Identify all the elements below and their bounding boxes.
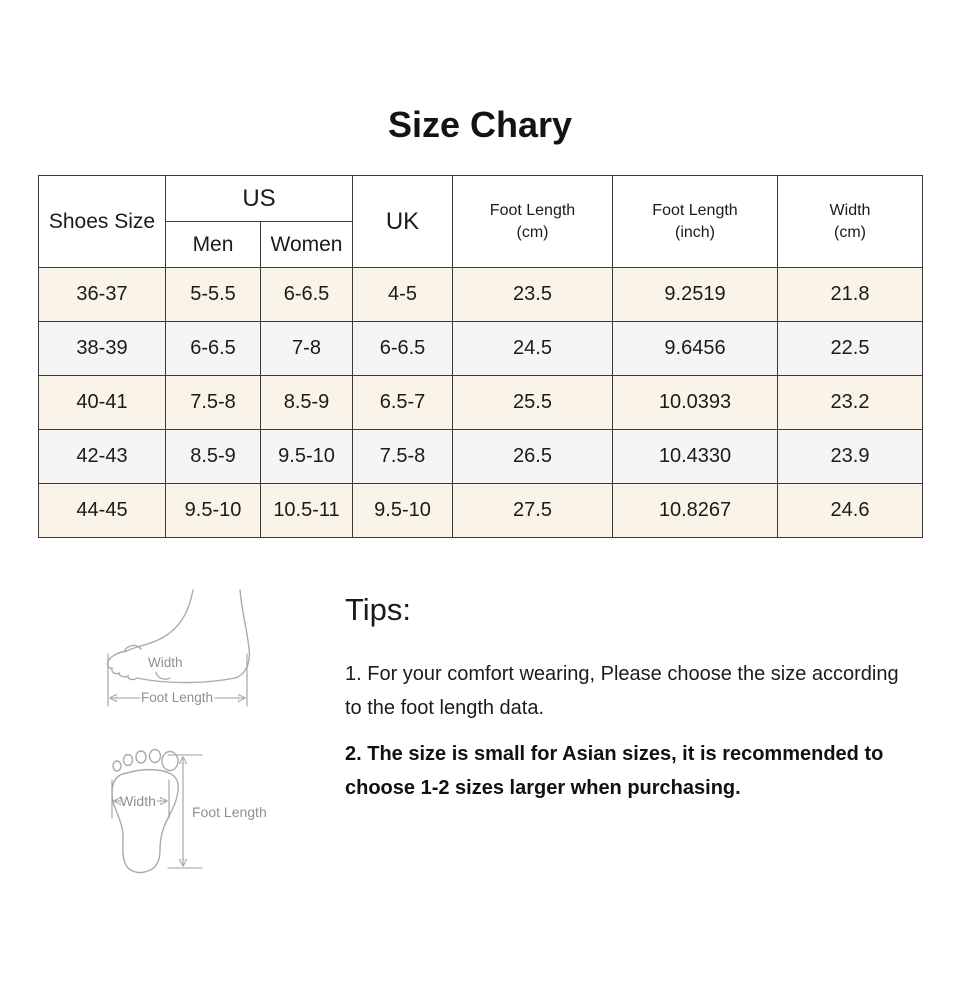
cell-shoes-size: 38-39 — [38, 321, 166, 376]
cell-uk: 7.5-8 — [352, 429, 453, 484]
table-row: 40-41 7.5-8 8.5-9 6.5-7 25.5 10.0393 23.… — [38, 375, 923, 430]
page-title: Size Chary — [387, 104, 573, 145]
cell-uk: 6-6.5 — [352, 321, 453, 376]
cell-foot-length-cm: 23.5 — [452, 267, 613, 322]
cell-width-cm: 23.2 — [777, 375, 923, 430]
cell-shoes-size: 44-45 — [38, 483, 166, 538]
sole-outline — [111, 768, 179, 874]
cell-foot-length-cm: 25.5 — [452, 375, 613, 430]
toe-second — [148, 748, 162, 764]
sole-width-label: Width — [120, 793, 156, 809]
table-row: 36-37 5-5.5 6-6.5 4-5 23.5 9.2519 21.8 — [38, 267, 923, 322]
tip-2-text: 2. The size is small for Asian sizes, it… — [345, 743, 884, 799]
cell-foot-length-inch: 9.2519 — [612, 267, 778, 322]
header-us: US — [165, 175, 353, 222]
size-chart-table: Shoes Size US UK Foot Length (cm) Foot L… — [38, 175, 923, 538]
tip-1-text: 1. For your comfort wearing, Please choo… — [345, 663, 899, 719]
width-pointer-line — [155, 671, 171, 680]
cell-width-cm: 21.8 — [777, 267, 923, 322]
cell-uk: 9.5-10 — [352, 483, 453, 538]
table-row: 44-45 9.5-10 10.5-11 9.5-10 27.5 10.8267… — [38, 483, 923, 538]
cell-us-women: 7-8 — [260, 321, 353, 376]
toe-big — [161, 750, 179, 772]
cell-foot-length-cm: 27.5 — [452, 483, 613, 538]
toe-fourth — [122, 753, 134, 767]
foot-bottom-view-diagram: Width Foot Length — [111, 748, 267, 874]
toe-small — [112, 760, 122, 772]
cell-width-cm: 23.9 — [777, 429, 923, 484]
cell-uk: 6.5-7 — [352, 375, 453, 430]
cell-us-men: 5-5.5 — [165, 267, 261, 322]
header-row-1: Shoes Size US UK Foot Length (cm) Foot L… — [38, 175, 923, 268]
table-body: 36-37 5-5.5 6-6.5 4-5 23.5 9.2519 21.8 3… — [38, 267, 923, 538]
header-us-men: Men — [165, 221, 261, 268]
cell-us-women: 9.5-10 — [260, 429, 353, 484]
cell-uk: 4-5 — [352, 267, 453, 322]
cell-foot-length-inch: 10.4330 — [612, 429, 778, 484]
cell-shoes-size: 40-41 — [38, 375, 166, 430]
header-row-2: Men Women — [39, 221, 923, 268]
cell-us-women: 8.5-9 — [260, 375, 353, 430]
side-foot-length-label: Foot Length — [141, 690, 213, 705]
header-shoes-size: Shoes Size — [38, 175, 166, 268]
cell-us-men: 7.5-8 — [165, 375, 261, 430]
cell-width-cm: 22.5 — [777, 321, 923, 376]
header-uk: UK — [352, 175, 453, 268]
cell-us-women: 10.5-11 — [260, 483, 353, 538]
cell-foot-length-cm: 24.5 — [452, 321, 613, 376]
table-row: 42-43 8.5-9 9.5-10 7.5-8 26.5 10.4330 23… — [38, 429, 923, 484]
header-width-cm: Width (cm) — [777, 175, 923, 268]
cell-us-men: 8.5-9 — [165, 429, 261, 484]
foot-knuckle-line — [123, 644, 142, 653]
header-foot-length-inch: Foot Length (inch) — [612, 175, 778, 268]
table-header: Shoes Size US UK Foot Length (cm) Foot L… — [38, 175, 923, 268]
header-us-women: Women — [260, 221, 353, 268]
sole-foot-length-label: Foot Length — [192, 804, 267, 820]
foot-side-view-diagram: Width Foot Length — [106, 589, 251, 707]
tips-section: Tips: 1. For your comfort wearing, Pleas… — [345, 592, 905, 805]
cell-us-men: 9.5-10 — [165, 483, 261, 538]
cell-foot-length-inch: 10.0393 — [612, 375, 778, 430]
side-width-label: Width — [148, 655, 183, 670]
toe-middle — [135, 750, 147, 764]
cell-shoes-size: 42-43 — [38, 429, 166, 484]
cell-foot-length-cm: 26.5 — [452, 429, 613, 484]
tips-heading: Tips: — [345, 592, 412, 627]
cell-foot-length-inch: 10.8267 — [612, 483, 778, 538]
cell-foot-length-inch: 9.6456 — [612, 321, 778, 376]
cell-shoes-size: 36-37 — [38, 267, 166, 322]
foot-side-outline — [106, 589, 251, 684]
table-row: 38-39 6-6.5 7-8 6-6.5 24.5 9.6456 22.5 — [38, 321, 923, 376]
cell-width-cm: 24.6 — [777, 483, 923, 538]
cell-us-men: 6-6.5 — [165, 321, 261, 376]
cell-us-women: 6-6.5 — [260, 267, 353, 322]
header-foot-length-cm: Foot Length (cm) — [452, 175, 613, 268]
